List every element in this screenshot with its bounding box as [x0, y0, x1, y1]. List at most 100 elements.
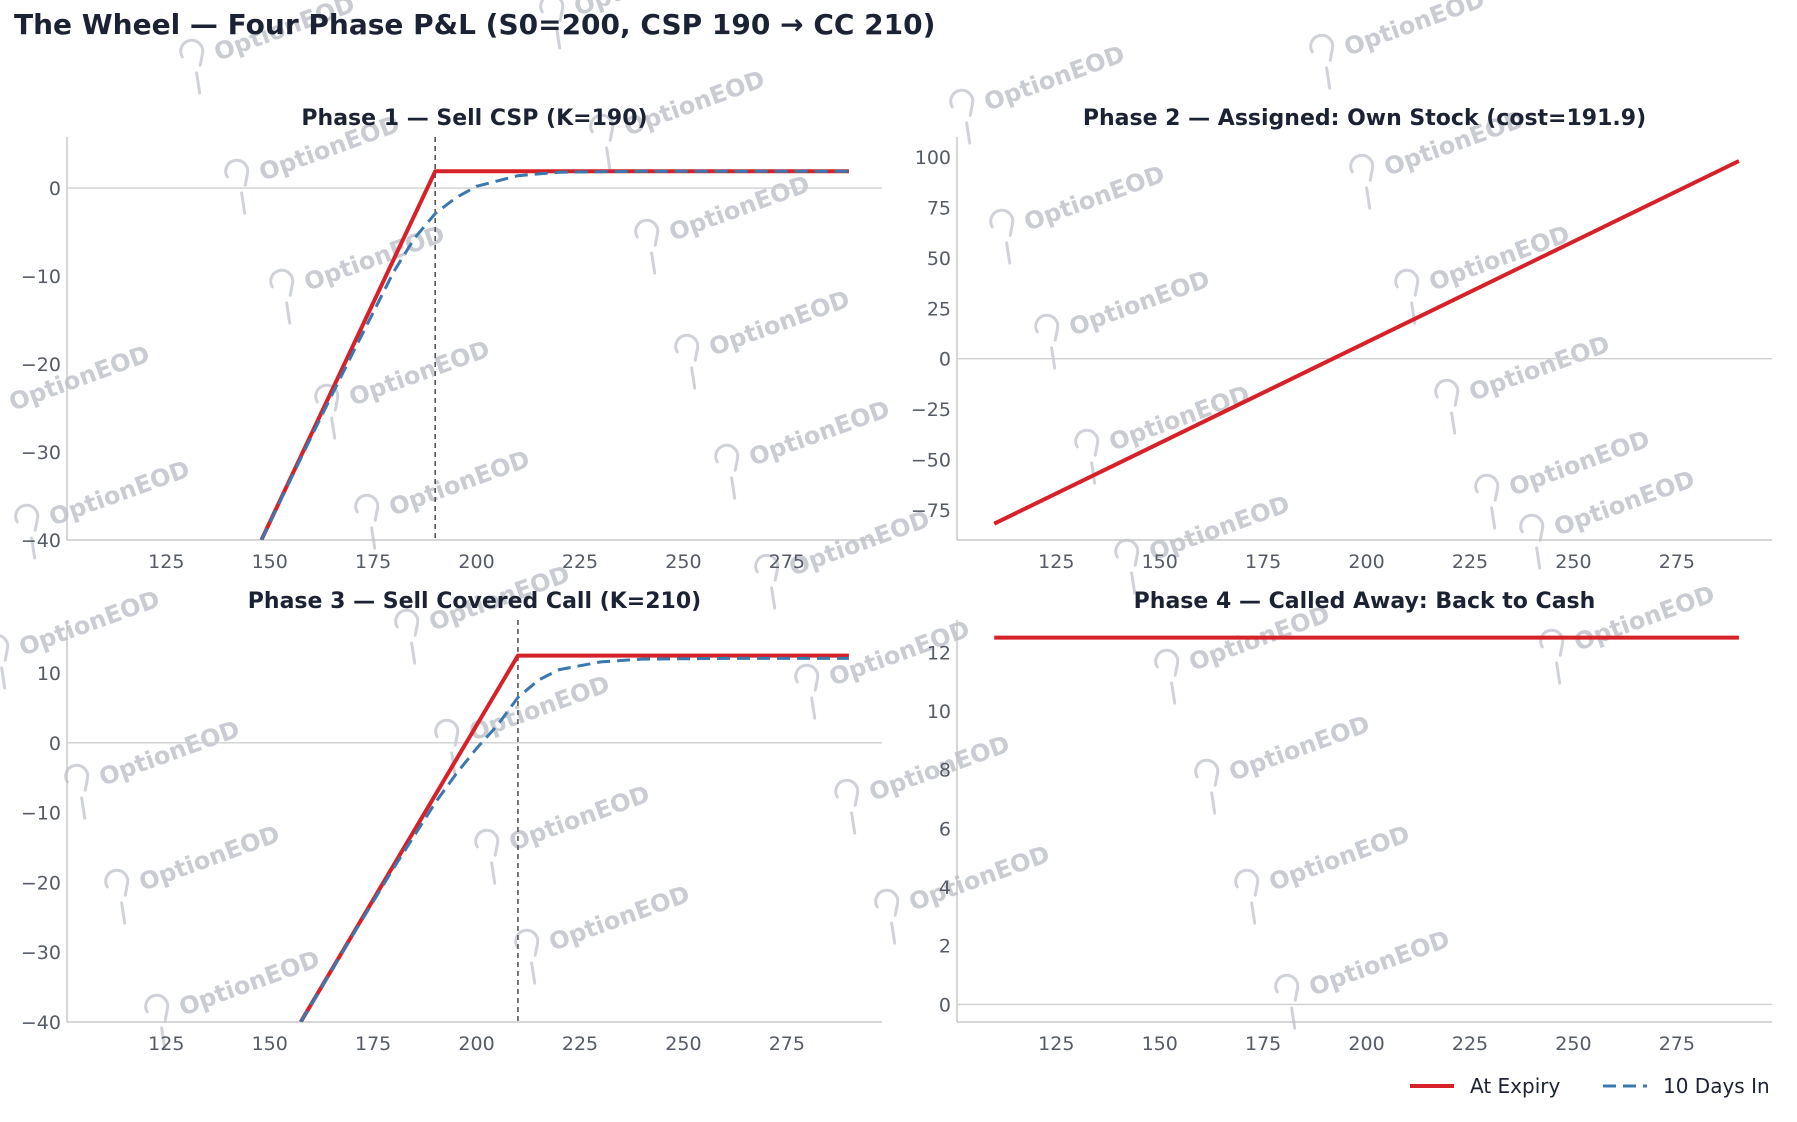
y-tick-label: −75: [911, 500, 951, 522]
watermark: OptionEOD: [989, 160, 1169, 265]
watermark-text: OptionEOD: [1265, 820, 1413, 897]
y-tick-label: −20: [21, 872, 61, 894]
watermark-text: OptionEOD: [1020, 160, 1168, 237]
watermark: OptionEOD: [1114, 490, 1294, 595]
x-tick-label: 250: [665, 551, 701, 573]
x-tick-label: 225: [1452, 551, 1488, 573]
logo-icon: [794, 663, 820, 720]
watermark-text: OptionEOD: [545, 880, 693, 957]
watermark-text: OptionEOD: [95, 715, 243, 792]
days-in-line: [299, 656, 849, 1022]
watermark-text: OptionEOD: [1305, 925, 1453, 1002]
logo-icon: [1349, 153, 1375, 210]
logo-icon: [474, 828, 500, 885]
watermark-text: OptionEOD: [1425, 220, 1573, 297]
watermark-text: OptionEOD: [135, 820, 283, 897]
chart-panels: Phase 1 — Sell CSP (K=190)125 150 175 200 22…: [21, 106, 1772, 1055]
x-tick-label: 125: [1038, 1033, 1074, 1055]
watermark: OptionEOD: [434, 670, 614, 775]
x-tick-label: 225: [562, 551, 598, 573]
x-tick-label: 200: [1348, 1033, 1384, 1055]
legend-label: At Expiry: [1470, 1074, 1560, 1098]
watermark: OptionEOD: [1074, 380, 1254, 485]
watermark-text: OptionEOD: [705, 285, 853, 362]
x-tick-label: 225: [1452, 1033, 1488, 1055]
logo-icon: [64, 763, 90, 820]
y-tick-label: 25: [927, 298, 951, 320]
watermark: OptionEOD: [714, 395, 894, 500]
at-expiry-line: [298, 653, 849, 1022]
watermark: OptionEOD: [64, 715, 244, 820]
x-tick-label: 275: [769, 1033, 805, 1055]
logo-icon: [104, 868, 130, 925]
watermark-layer: OptionEODOptionEODOptionEODOptionEODOpti…: [0, 0, 1719, 1050]
x-tick-label: 175: [1245, 551, 1281, 573]
y-tick-label: −40: [21, 1012, 61, 1034]
logo-icon: [314, 383, 340, 440]
watermark-text: OptionEOD: [345, 335, 493, 412]
logo-icon: [1034, 313, 1060, 370]
watermark-text: OptionEOD: [5, 340, 153, 417]
watermark: OptionEOD: [834, 730, 1014, 835]
y-tick-label: 8: [939, 760, 951, 782]
x-tick-label: 250: [1555, 1033, 1591, 1055]
watermark: OptionEOD: [1234, 820, 1414, 925]
watermark: OptionEOD: [514, 880, 694, 985]
logo-icon: [589, 113, 615, 170]
watermark: OptionEOD: [1394, 220, 1574, 325]
y-tick-label: 0: [939, 349, 951, 371]
y-tick-label: −30: [21, 442, 61, 464]
watermark-text: OptionEOD: [505, 780, 653, 857]
watermark-text: OptionEOD: [825, 615, 973, 692]
logo-icon: [1309, 33, 1335, 90]
x-tick-label: 200: [1348, 551, 1384, 573]
logo-icon: [394, 608, 420, 665]
y-tick-label: 10: [927, 701, 951, 723]
watermark: OptionEOD: [634, 170, 814, 275]
watermark-text: OptionEOD: [1465, 330, 1613, 407]
watermark: OptionEOD: [794, 615, 974, 720]
watermark-text: OptionEOD: [1065, 265, 1213, 342]
x-tick-label: 125: [1038, 551, 1074, 573]
logo-icon: [1154, 648, 1180, 705]
watermark: OptionEOD: [314, 335, 494, 440]
y-tick-label: 4: [939, 877, 951, 899]
y-tick-label: −25: [911, 399, 951, 421]
watermark: OptionEOD: [5, 340, 153, 417]
logo-icon: [269, 268, 295, 325]
logo-icon: [634, 218, 660, 275]
figure-title: The Wheel — Four Phase P&L (S0=200, CSP …: [14, 8, 935, 41]
x-tick-label: 175: [355, 551, 391, 573]
plot-area: [993, 159, 1740, 526]
y-tick-label: −30: [21, 942, 61, 964]
chart-panel-4: Phase 4 — Called Away: Back to Cash 125 15…: [927, 589, 1772, 1055]
y-tick-label: 10: [37, 663, 61, 685]
watermark: OptionEOD: [874, 840, 1054, 945]
logo-icon: [1194, 758, 1220, 815]
y-tick-label: 6: [939, 818, 951, 840]
watermark-text: OptionEOD: [1225, 710, 1373, 787]
watermark-text: OptionEOD: [665, 170, 813, 247]
x-tick-label: 150: [1142, 1033, 1178, 1055]
logo-icon: [224, 158, 250, 215]
panel-title: Phase 4 — Called Away: Back to Cash: [1134, 589, 1596, 614]
logo-icon: [1394, 268, 1420, 325]
y-tick-label: 0: [49, 733, 61, 755]
watermark-text: OptionEOD: [745, 395, 893, 472]
x-tick-label: 200: [458, 1033, 494, 1055]
y-tick-label: 0: [49, 178, 61, 200]
x-tick-label: 275: [1659, 551, 1695, 573]
logo-icon: [754, 553, 780, 610]
watermark-text: OptionEOD: [15, 585, 163, 662]
x-tick-label: 150: [252, 1033, 288, 1055]
watermark: OptionEOD: [1434, 330, 1614, 435]
watermark: OptionEOD: [0, 585, 164, 690]
watermark-text: OptionEOD: [175, 945, 323, 1022]
y-tick-label: 50: [927, 248, 951, 270]
logo-icon: [1474, 473, 1500, 530]
chart-panel-1: Phase 1 — Sell CSP (K=190) 125 150 175 200 22…: [21, 106, 882, 573]
at-expiry-line: [993, 159, 1740, 526]
x-tick-label: 275: [1659, 1033, 1695, 1055]
chart-panel-2: Phase 2 — Assigned: Own Stock (cost=191.…: [911, 106, 1772, 573]
